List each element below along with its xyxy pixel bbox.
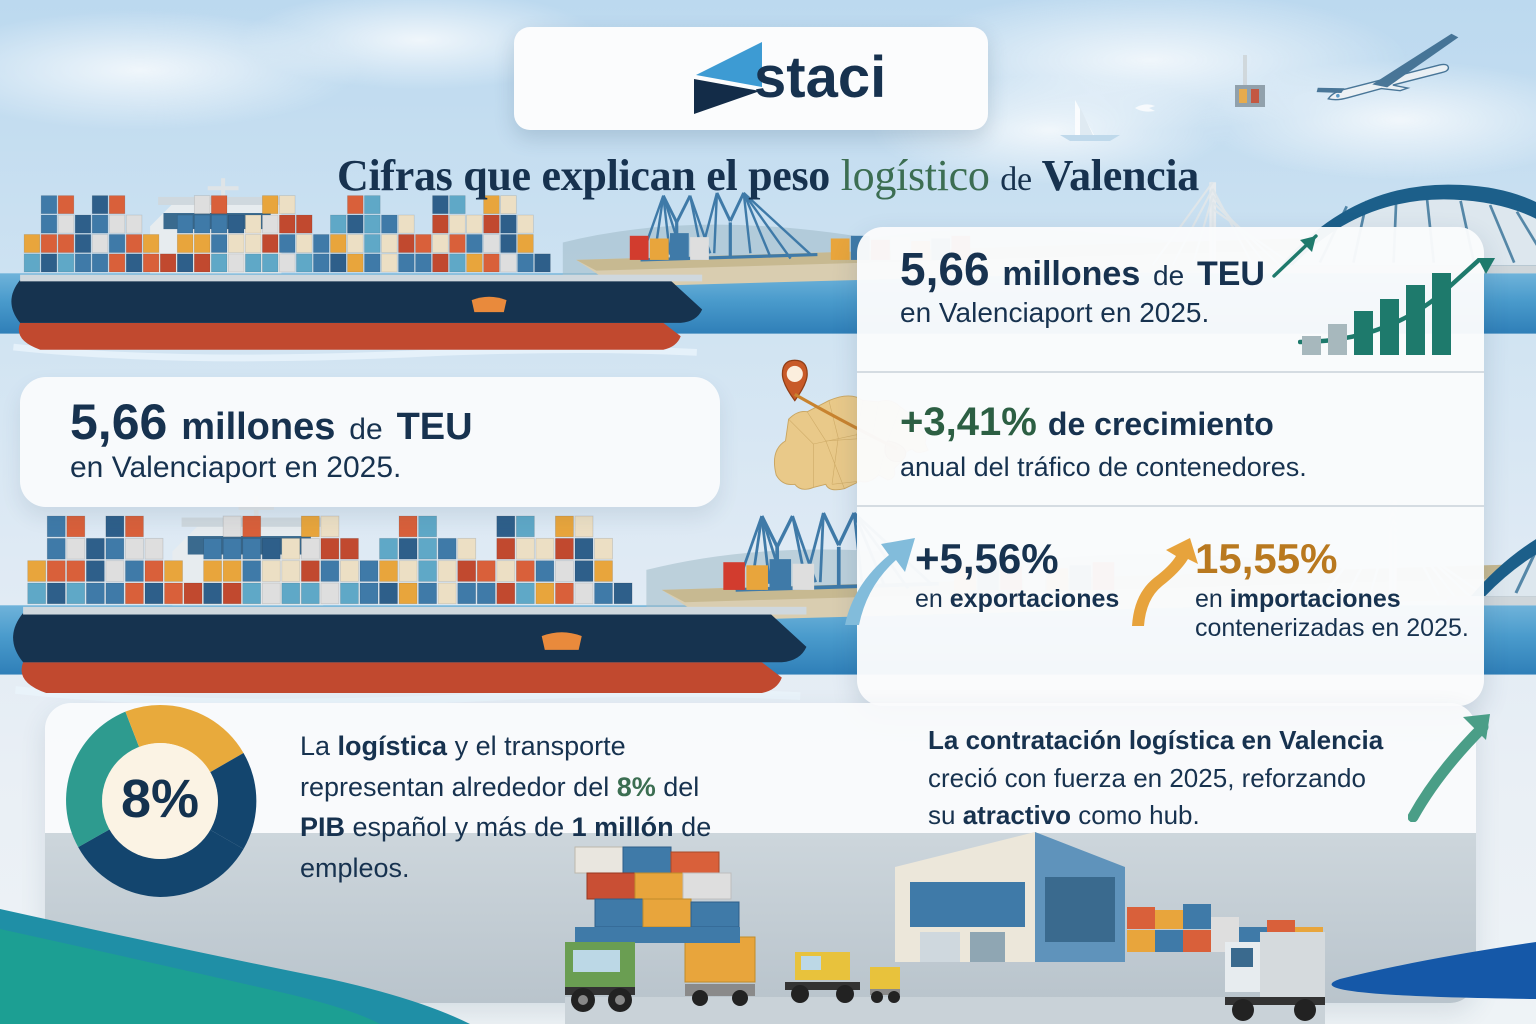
svg-text:8%: 8% [121, 769, 199, 829]
svg-text:staci: staci [754, 45, 886, 110]
